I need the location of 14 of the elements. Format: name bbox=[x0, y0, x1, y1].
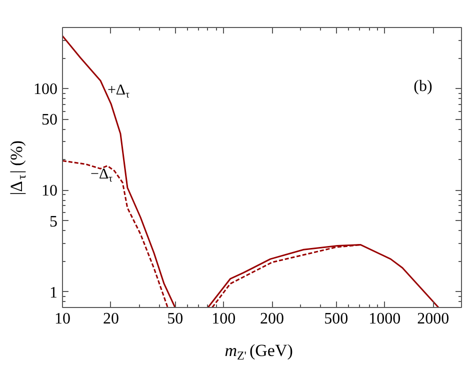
x-tick-label: 100 bbox=[212, 310, 236, 328]
x-tick-label: 2000 bbox=[417, 310, 450, 328]
x-tick-label: 1000 bbox=[368, 310, 401, 328]
y-axis-title: |Δτ| (%) bbox=[7, 140, 29, 196]
y-tick-label: 50 bbox=[42, 112, 58, 129]
x-tick-label: 20 bbox=[102, 310, 119, 328]
y-tick-label: 10 bbox=[42, 182, 58, 200]
y-tick-label: 1 bbox=[50, 284, 58, 302]
x-tick-label: 50 bbox=[167, 310, 184, 328]
y-tick-label: 5 bbox=[50, 213, 58, 230]
x-tick-label: 500 bbox=[324, 310, 348, 328]
y-tick-label: 100 bbox=[34, 81, 58, 98]
annotation: (b) bbox=[414, 78, 432, 95]
x-tick-label: 200 bbox=[260, 310, 284, 328]
